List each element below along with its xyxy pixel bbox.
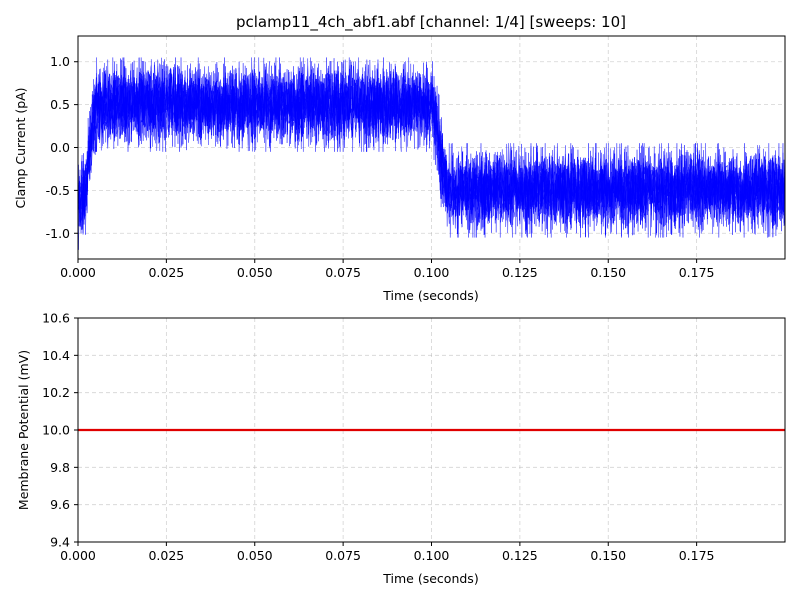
current-y-tick-label: -1.0 <box>46 226 70 241</box>
current-x-tick-label: 0.150 <box>590 265 626 280</box>
potential-x-tick-label: 0.175 <box>679 548 715 563</box>
current-x-tick-label: 0.025 <box>148 265 184 280</box>
current-subplot: pclamp11_4ch_abf1.abf [channel: 1/4] [sw… <box>13 13 786 303</box>
potential-y-tick-label: 10.0 <box>42 423 70 438</box>
potential-x-axis-label: Time (seconds) <box>382 571 478 586</box>
potential-y-tick-label: 10.2 <box>42 385 70 400</box>
current-y-tick-label: 0.0 <box>50 140 70 155</box>
current-sweep-line <box>78 57 785 250</box>
current-x-tick-label: 0.075 <box>325 265 361 280</box>
current-sweep-line <box>78 57 785 238</box>
current-x-tick-label: 0.175 <box>679 265 715 280</box>
current-traces <box>78 57 785 250</box>
potential-y-axis-label: Membrane Potential (mV) <box>16 350 31 510</box>
potential-y-ticks: 9.4 9.6 9.8 10.0 10.2 10.4 10.6 <box>42 311 78 550</box>
current-x-tick-label: 0.050 <box>237 265 273 280</box>
current-x-tick-label: 0.100 <box>414 265 450 280</box>
potential-subplot: 0.000 0.025 0.050 0.075 0.100 0.125 0.150 0.175… <box>16 311 786 586</box>
potential-y-tick-label: 10.6 <box>42 311 70 326</box>
potential-x-tick-label: 0.150 <box>590 548 626 563</box>
potential-x-tick-label: 0.000 <box>60 548 96 563</box>
potential-x-tick-label: 0.025 <box>148 548 184 563</box>
current-x-axis-label: Time (seconds) <box>382 288 478 303</box>
current-sweep-line <box>78 57 785 238</box>
current-y-tick-label: 1.0 <box>50 54 70 69</box>
potential-y-tick-label: 9.6 <box>50 497 70 512</box>
potential-y-tick-label: 10.4 <box>42 348 70 363</box>
potential-x-tick-label: 0.050 <box>237 548 273 563</box>
potential-x-ticks: 0.000 0.025 0.050 0.075 0.100 0.125 0.150 0.175 <box>60 542 715 563</box>
current-y-tick-label: 0.5 <box>50 97 70 112</box>
current-y-tick-label: -0.5 <box>46 183 70 198</box>
potential-x-tick-label: 0.100 <box>414 548 450 563</box>
current-x-ticks: 0.000 0.025 0.050 0.075 0.100 0.125 0.150 0.175 <box>60 259 715 280</box>
potential-x-tick-label: 0.125 <box>502 548 538 563</box>
current-x-tick-label: 0.000 <box>60 265 96 280</box>
potential-y-tick-label: 9.4 <box>50 535 70 550</box>
current-chart-title: pclamp11_4ch_abf1.abf [channel: 1/4] [sw… <box>236 13 626 32</box>
potential-x-tick-label: 0.075 <box>325 548 361 563</box>
potential-y-tick-label: 9.8 <box>50 460 70 475</box>
current-y-axis-label: Clamp Current (pA) <box>13 87 28 208</box>
current-y-ticks: -1.0 -0.5 0.0 0.5 1.0 <box>46 54 78 241</box>
current-x-tick-label: 0.125 <box>502 265 538 280</box>
